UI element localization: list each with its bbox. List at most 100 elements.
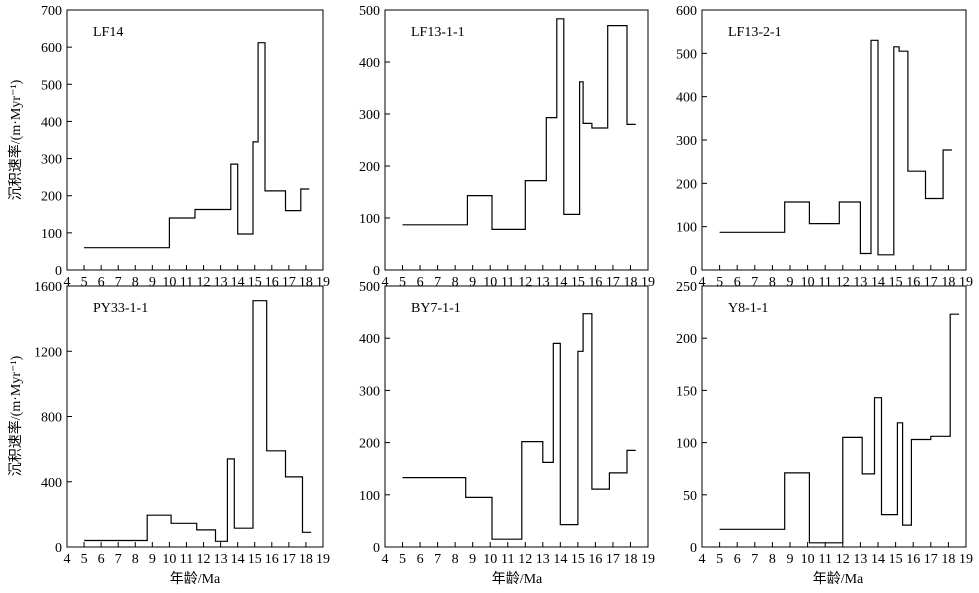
x-tick-label: 10 (801, 275, 815, 290)
x-tick-label: 4 (64, 275, 71, 290)
y-tick-label: 200 (41, 190, 62, 205)
x-tick-label: 7 (434, 552, 441, 567)
x-tick-label: 17 (282, 275, 296, 290)
x-tick-label: 6 (417, 552, 424, 567)
plot-frame (384, 9, 649, 271)
x-tick-label: 6 (734, 275, 741, 290)
x-tick-label: 8 (132, 275, 139, 290)
panel-y8-1-1: 4 5 6 7 8 9 10 11 12 13 14 15 16 17 18 19 0 50 100 150 200 25… (676, 280, 973, 567)
y-tick-label: 600 (41, 41, 62, 56)
y-tick-label: 800 (41, 411, 62, 426)
x-tick-label: 17 (282, 552, 296, 567)
x-tick-label: 15 (889, 552, 903, 567)
y-tick-label: 100 (41, 227, 62, 242)
x-axis-title-3: 年龄/Ma (813, 571, 864, 587)
y-tick-label: 400 (359, 56, 380, 71)
x-tick-label: 17 (606, 275, 620, 290)
x-tick-label: 5 (399, 552, 406, 567)
y-tick-label: 300 (359, 384, 380, 399)
x-tick-label: 15 (571, 275, 585, 290)
y-tick-label: 150 (676, 384, 697, 399)
x-tick-label: 9 (469, 275, 476, 290)
x-tick-label: 13 (536, 275, 550, 290)
x-tick-label: 13 (853, 275, 867, 290)
x-tick-label: 10 (162, 275, 176, 290)
x-axis-title-2: 年龄/Ma (492, 571, 543, 587)
x-tick-label: 4 (382, 552, 389, 567)
x-tick-label: 8 (132, 552, 139, 567)
y-tick-label: 500 (359, 280, 380, 295)
y-axis-title-top: 沉积速率/(m·Myr⁻¹) (7, 79, 24, 200)
x-tick-label: 11 (818, 275, 831, 290)
x-tick-label: 4 (382, 275, 389, 290)
y-tick-label: 400 (41, 115, 62, 130)
x-tick-label: 18 (623, 275, 637, 290)
x-tick-label: 14 (553, 552, 567, 567)
plot-frame (66, 9, 324, 271)
x-tick-label: 9 (149, 552, 156, 567)
x-tick-label: 6 (417, 275, 424, 290)
x-tick-label: 11 (501, 275, 514, 290)
y-tick-label: 200 (359, 160, 380, 175)
y-tick-label: 0 (373, 264, 380, 279)
plot-frame (66, 285, 324, 548)
x-tick-label: 18 (623, 552, 637, 567)
x-tick-label: 17 (924, 275, 938, 290)
x-tick-label: 13 (853, 552, 867, 567)
x-tick-label: 19 (959, 552, 973, 567)
y-tick-label: 400 (676, 91, 697, 106)
x-tick-label: 14 (231, 275, 245, 290)
x-tick-label: 10 (483, 552, 497, 567)
panel-label: LF14 (93, 25, 123, 40)
x-tick-label: 5 (716, 275, 723, 290)
x-tick-label: 13 (536, 552, 550, 567)
panel-label: LF13-2-1 (728, 25, 782, 40)
y-tick-label: 600 (676, 4, 697, 19)
x-tick-label: 15 (889, 275, 903, 290)
y-tick-label: 300 (359, 108, 380, 123)
x-tick-label: 7 (115, 275, 122, 290)
panel-label: Y8-1-1 (728, 301, 768, 316)
y-tick-label: 0 (55, 264, 62, 279)
x-tick-label: 5 (81, 275, 88, 290)
x-tick-label: 6 (98, 275, 105, 290)
x-tick-label: 10 (801, 552, 815, 567)
x-tick-label: 15 (248, 552, 262, 567)
x-tick-label: 18 (941, 275, 955, 290)
series-line (84, 300, 312, 542)
y-tick-label: 700 (41, 4, 62, 19)
x-tick-label: 10 (162, 552, 176, 567)
y-tick-label: 500 (676, 47, 697, 62)
x-tick-label: 9 (787, 275, 794, 290)
x-tick-label: 9 (149, 275, 156, 290)
y-tick-label: 100 (359, 489, 380, 504)
series-line (402, 313, 636, 540)
panel-label: PY33-1-1 (93, 301, 148, 316)
x-tick-label: 16 (588, 552, 602, 567)
x-tick-label: 4 (64, 552, 71, 567)
series-line (84, 42, 310, 249)
x-tick-label: 6 (734, 552, 741, 567)
y-tick-label: 400 (359, 332, 380, 347)
y-tick-label: 100 (676, 437, 697, 452)
y-tick-label: 300 (41, 153, 62, 168)
x-tick-label: 16 (588, 275, 602, 290)
y-tick-label: 200 (676, 177, 697, 192)
x-tick-label: 17 (924, 552, 938, 567)
x-tick-label: 18 (941, 552, 955, 567)
panel-py33-1-1: 4 5 6 7 8 9 10 11 12 13 14 15 16 17 18 19 0 400 800 1200 160… (34, 280, 330, 567)
y-tick-label: 0 (690, 264, 697, 279)
x-tick-label: 16 (265, 275, 279, 290)
plot-frame (701, 9, 967, 271)
x-tick-label: 14 (871, 275, 885, 290)
panel-lf13-2-1: 4 5 6 7 8 9 10 11 12 13 14 15 16 17 18 1901002003004005… (676, 4, 973, 290)
x-tick-label: 16 (265, 552, 279, 567)
x-tick-label: 12 (836, 275, 850, 290)
y-axis-title-bottom: 沉积速率/(m·Myr⁻¹) (7, 355, 24, 476)
x-tick-label: 15 (248, 275, 262, 290)
x-tick-label: 5 (716, 552, 723, 567)
plot-frame (701, 285, 967, 548)
x-tick-label: 7 (751, 552, 758, 567)
x-tick-label: 7 (115, 552, 122, 567)
